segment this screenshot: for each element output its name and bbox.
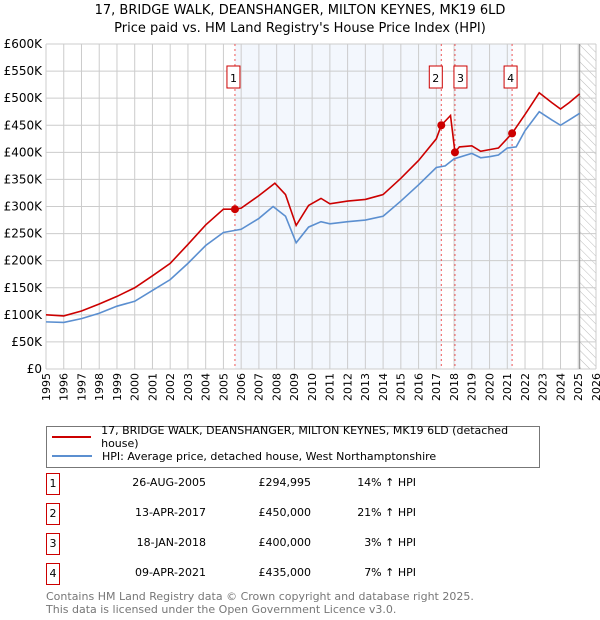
sale-number: 3	[46, 533, 60, 555]
sale-label-box	[226, 65, 241, 89]
x-tick-label: 2018	[448, 373, 461, 401]
y-tick-label: £0	[27, 362, 42, 376]
footer-line2: This data is licensed under the Open Gov…	[46, 603, 397, 616]
series-line	[45, 110, 581, 324]
sale-label: 4	[507, 72, 514, 85]
sale-point	[230, 205, 239, 214]
sale-row: 4 09-APR-2021 £435,000 7% ↑ HPI	[46, 563, 546, 585]
sale-label: 2	[432, 72, 439, 85]
sale-label-box	[428, 65, 443, 89]
sale-date: 13-APR-2017	[134, 506, 206, 519]
x-tick-label: 2023	[537, 373, 550, 401]
sale-number: 2	[46, 503, 60, 525]
sale-label: 3	[457, 72, 464, 85]
x-tick-label: 2011	[324, 373, 337, 401]
x-tick-label: 2001	[146, 373, 159, 401]
x-tick-label: 1997	[75, 373, 88, 401]
sale-hpi: 21% ↑ HPI	[357, 506, 416, 519]
sale-price: £400,000	[258, 536, 312, 549]
x-tick-label: 2000	[129, 373, 142, 401]
sale-row: 3 18-JAN-2018 £400,000 3% ↑ HPI	[46, 533, 546, 555]
sale-date: 18-JAN-2018	[136, 536, 206, 549]
x-tick-label: 2003	[182, 373, 195, 401]
x-tick-label: 2009	[288, 373, 301, 401]
sale-point	[437, 121, 446, 130]
y-tick-label: £250K	[4, 227, 44, 241]
x-tick-label: 1996	[58, 373, 71, 401]
sale-point	[450, 148, 459, 157]
y-tick-label: £600K	[4, 37, 44, 51]
y-tick-label: £200K	[4, 254, 44, 268]
x-tick-label: 2008	[270, 373, 283, 401]
sale-date: 26-AUG-2005	[132, 476, 206, 489]
x-tick-label: 2005	[217, 373, 230, 401]
y-tick-label: £350K	[4, 172, 44, 186]
footer: Contains HM Land Registry data © Crown c…	[46, 590, 474, 616]
y-tick-label: £450K	[4, 118, 44, 132]
x-tick-label: 2010	[306, 373, 319, 401]
sale-number: 4	[46, 563, 60, 585]
legend-blue-line	[52, 455, 92, 457]
chart-title: 17, BRIDGE WALK, DEANSHANGER, MILTON KEY…	[94, 3, 506, 18]
legend: 17, BRIDGE WALK, DEANSHANGER, MILTON KEY…	[46, 424, 540, 468]
sale-label-box	[503, 65, 518, 89]
sale-hpi: 3% ↑ HPI	[364, 536, 416, 549]
x-tick-label: 2012	[341, 373, 354, 401]
y-tick-label: £550K	[4, 64, 44, 78]
legend-red-line	[52, 436, 92, 438]
y-tick-label: £400K	[4, 145, 44, 159]
price-chart: 1995 1996 1997 1998 1999 2000 2001 2002 2003 2004…	[4, 37, 600, 401]
y-tick-label: £100K	[4, 308, 44, 322]
y-tick-label: £300K	[4, 200, 44, 214]
sale-row: 2 13-APR-2017 £450,000 21% ↑ HPI	[46, 503, 546, 525]
series-line	[45, 91, 581, 317]
x-tick-label: 2022	[519, 373, 532, 401]
x-tick-label: 2007	[253, 373, 266, 401]
sale-label-box	[453, 65, 468, 89]
chart-subtitle: Price paid vs. HM Land Registry's House …	[114, 21, 486, 36]
sale-price: £450,000	[258, 506, 312, 519]
x-tick-label: 2020	[483, 373, 496, 401]
x-tick-label: 1999	[111, 373, 124, 401]
x-tick-label: 2021	[501, 373, 514, 401]
sale-date: 09-APR-2021	[134, 566, 206, 579]
x-tick-label: 2019	[466, 373, 479, 401]
x-tick-label: 2016	[412, 373, 425, 401]
y-tick-label: £500K	[4, 91, 44, 105]
footer-line1: Contains HM Land Registry data © Crown c…	[46, 590, 474, 603]
y-tick-label: £150K	[4, 281, 44, 295]
x-tick-label: 2026	[590, 373, 600, 401]
sale-price: £435,000	[258, 566, 312, 579]
x-tick-label: 2013	[359, 373, 372, 401]
x-tick-label: 2025	[572, 373, 585, 401]
x-tick-label: 2017	[430, 373, 443, 401]
x-tick-label: 1998	[93, 373, 106, 401]
x-tick-label: 2024	[554, 373, 567, 401]
x-tick-label: 1995	[40, 373, 53, 401]
sale-number: 1	[46, 473, 60, 495]
sale-hpi: 14% ↑ HPI	[357, 476, 416, 489]
y-tick-label: £50K	[11, 335, 43, 349]
x-tick-label: 2004	[200, 373, 213, 401]
legend-hpi: HPI: Average price, detached house, West…	[102, 449, 437, 463]
x-tick-label: 2015	[395, 373, 408, 401]
x-tick-label: 2002	[164, 373, 177, 401]
x-tick-label: 2014	[377, 373, 390, 401]
sale-price: £294,995	[258, 476, 312, 489]
sale-hpi: 7% ↑ HPI	[364, 566, 416, 579]
legend-property: 17, BRIDGE WALK, DEANSHANGER, MILTON KEY…	[101, 424, 509, 450]
sale-row: 1 26-AUG-2005 £294,995 14% ↑ HPI	[46, 473, 546, 495]
x-tick-label: 2006	[235, 373, 248, 401]
sale-point	[508, 129, 517, 138]
sale-label: 1	[230, 72, 237, 85]
